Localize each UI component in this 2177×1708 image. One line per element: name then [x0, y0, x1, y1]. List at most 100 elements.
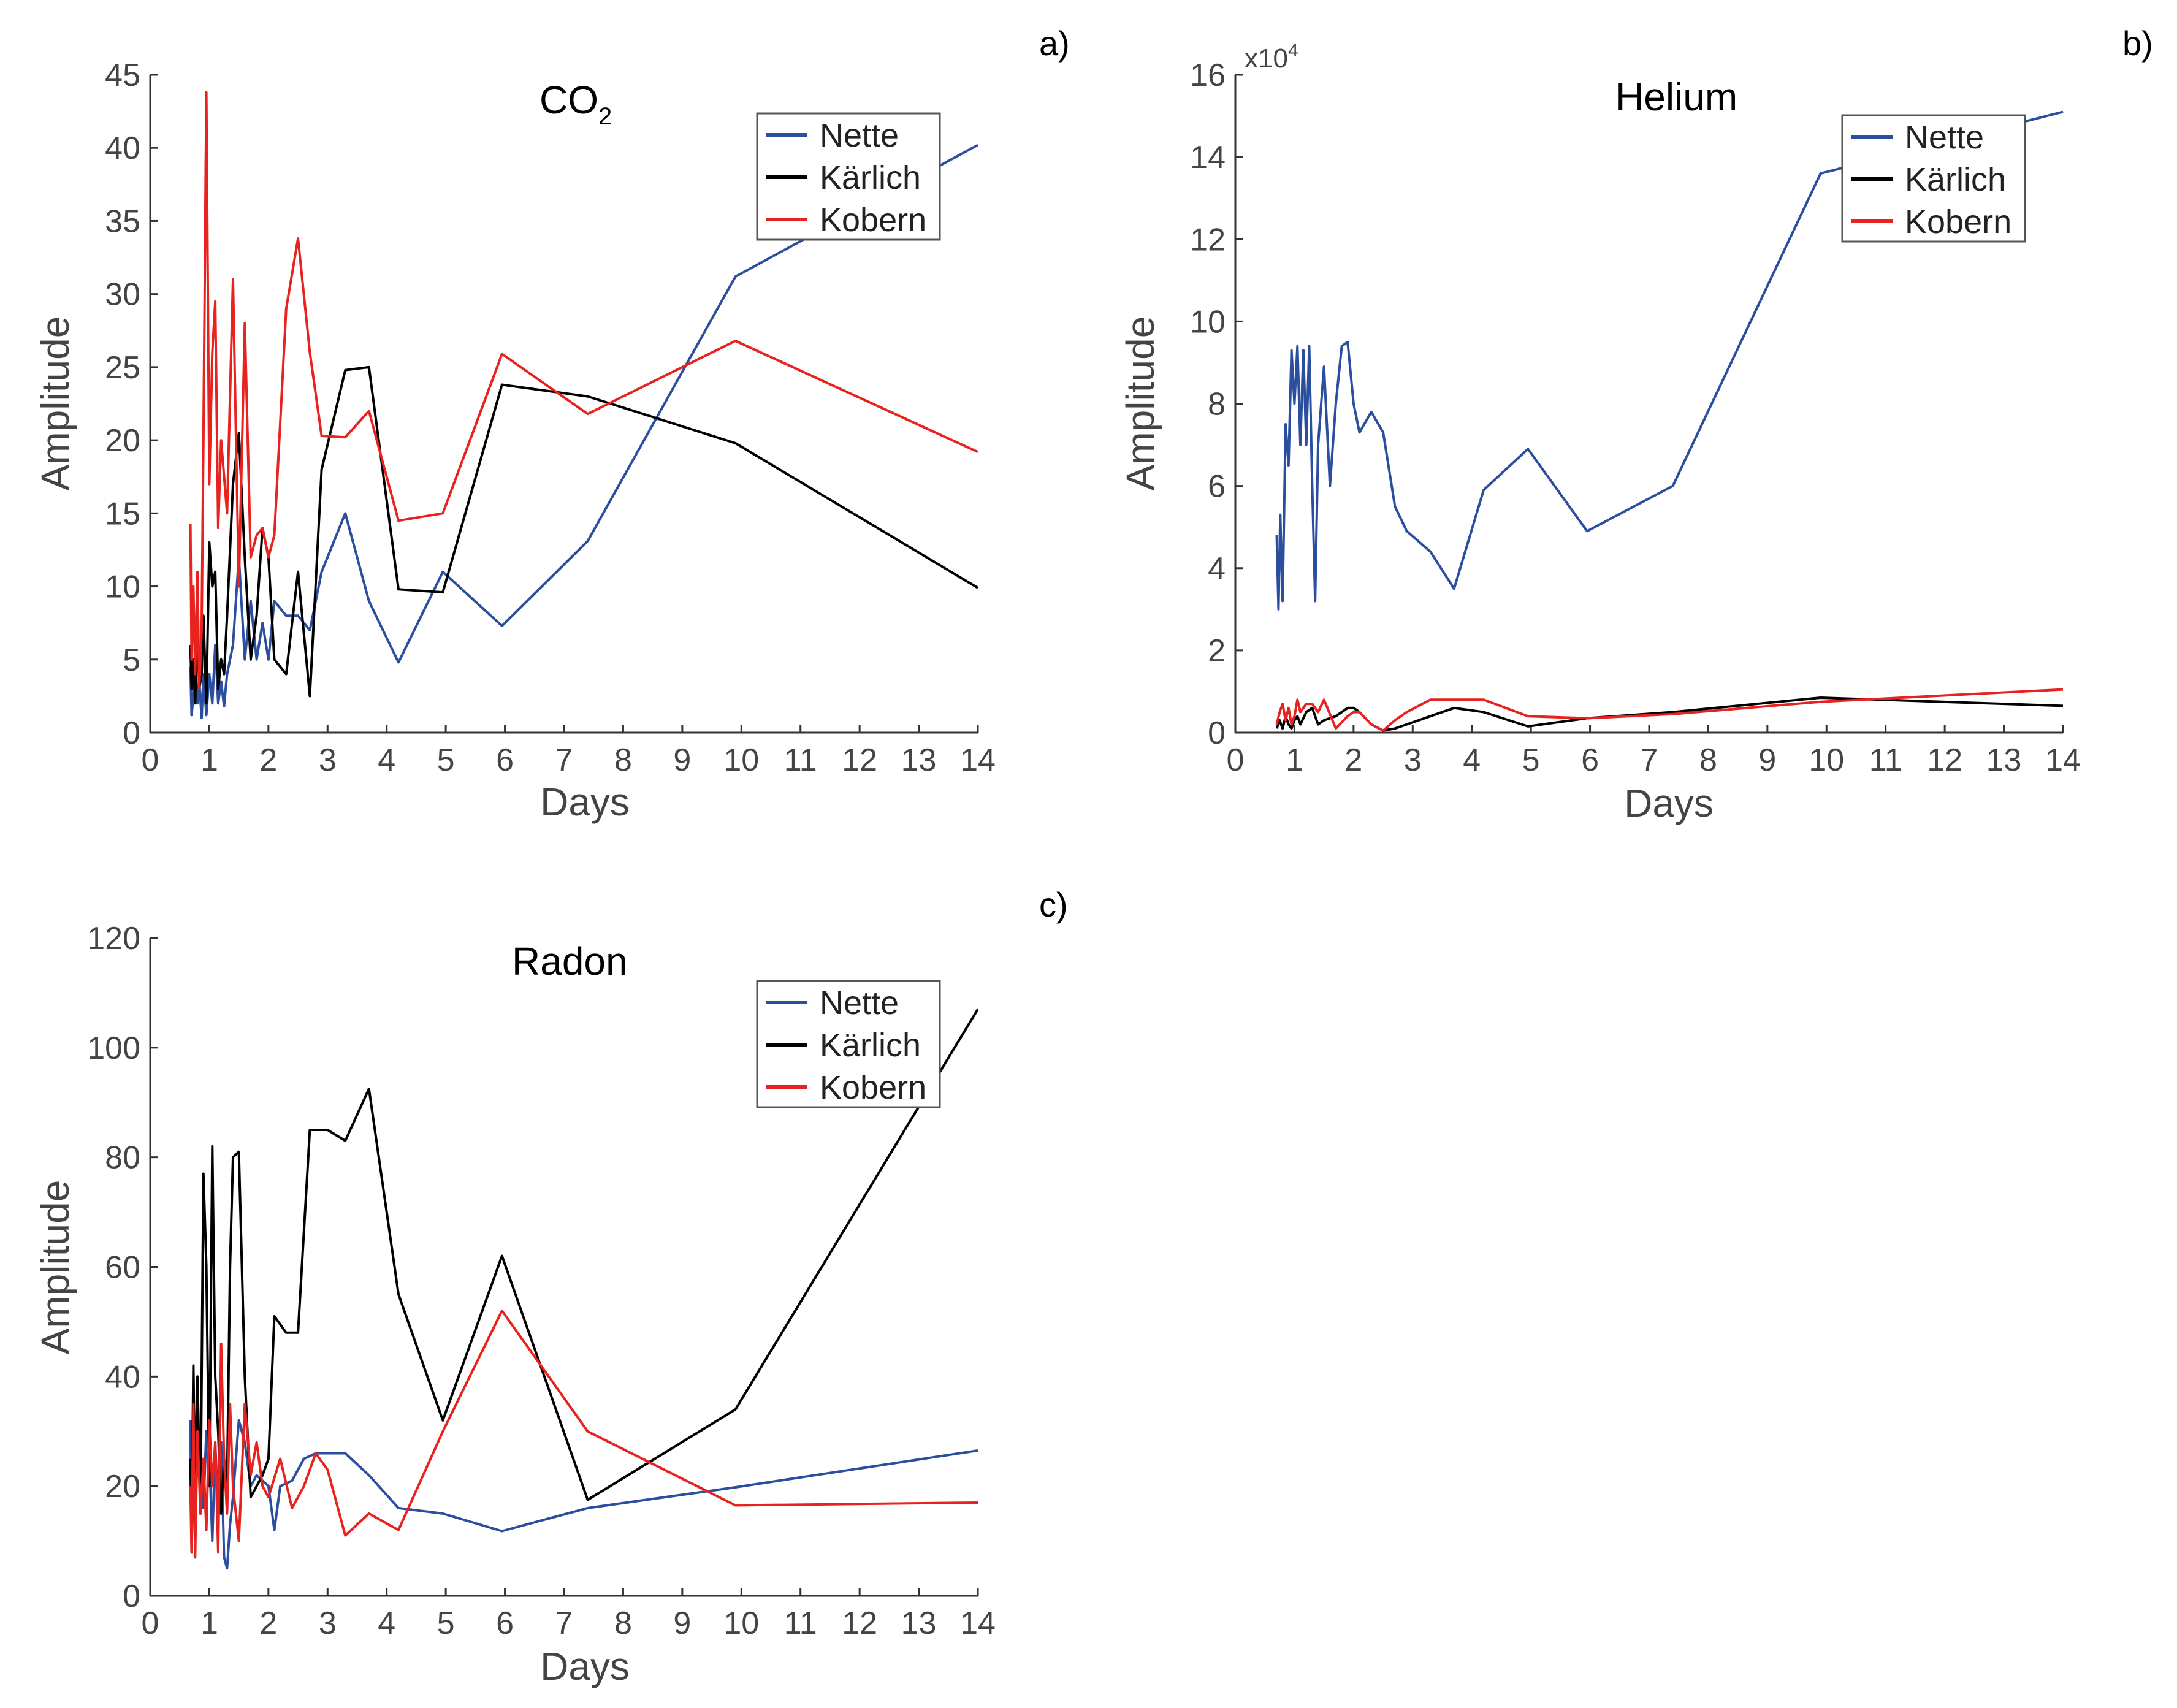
- y-tick-label: 8: [1208, 387, 1226, 422]
- x-tick-label: 6: [496, 742, 514, 778]
- x-tick-label: 13: [1986, 742, 2022, 778]
- y-tick-label: 80: [105, 1140, 140, 1176]
- y-tick-label: 6: [1208, 469, 1226, 505]
- series-line-kobern: [189, 91, 978, 690]
- chart-title: Helium: [1615, 75, 1737, 119]
- chart-title-main: CO: [539, 78, 598, 122]
- series-line-karlich: [1275, 696, 2064, 732]
- y-tick-label: 20: [105, 423, 140, 459]
- y-tick-label: 120: [87, 921, 140, 956]
- panel-label: a): [1039, 24, 1070, 63]
- legend-label-karlich: Kärlich: [820, 1027, 921, 1064]
- x-tick-label: 0: [142, 1606, 159, 1641]
- y-tick-label: 0: [123, 715, 140, 751]
- y-tick-label: 0: [123, 1579, 140, 1614]
- x-tick-label: 1: [1286, 742, 1303, 778]
- y-tick-label: 10: [1190, 304, 1226, 340]
- y-tick-label: 16: [1190, 58, 1226, 93]
- x-tick-label: 0: [1227, 742, 1245, 778]
- series-line-kobern: [189, 1310, 978, 1559]
- x-tick-label: 14: [2045, 742, 2081, 778]
- panel-label: b): [2122, 24, 2153, 63]
- y-tick-label: 60: [105, 1250, 140, 1286]
- y-tick-label: 10: [105, 570, 140, 605]
- x-tick-label: 0: [142, 742, 159, 778]
- series-line-nette: [189, 1419, 978, 1570]
- y-axis-exponent: x104: [1245, 40, 1298, 74]
- x-tick-label: 8: [614, 742, 632, 778]
- x-tick-label: 12: [1927, 742, 1962, 778]
- x-tick-label: 11: [784, 1606, 817, 1641]
- x-tick-label: 1: [200, 1606, 218, 1641]
- series-line-nette: [189, 143, 978, 720]
- x-tick-label: 10: [1809, 742, 1844, 778]
- y-tick-label: 40: [105, 1359, 140, 1395]
- legend-label-nette: Nette: [820, 117, 899, 154]
- legend-label-kobern: Kobern: [820, 1069, 926, 1106]
- x-axis-label: Days: [540, 780, 630, 824]
- y-tick-label: 30: [105, 277, 140, 313]
- x-tick-label: 4: [378, 1606, 395, 1641]
- x-tick-label: 4: [378, 742, 395, 778]
- y-tick-label: 20: [105, 1469, 140, 1504]
- x-tick-label: 9: [673, 1606, 691, 1641]
- x-tick-label: 6: [1581, 742, 1599, 778]
- x-tick-label: 7: [555, 1606, 573, 1641]
- y-tick-label: 2: [1208, 633, 1226, 669]
- y-axis-label: Amplitude: [33, 1180, 77, 1355]
- y-tick-label: 12: [1190, 222, 1226, 257]
- legend: Nette Kärlich Kobern: [1841, 114, 2026, 243]
- x-tick-label: 5: [437, 1606, 455, 1641]
- x-tick-label: 2: [1344, 742, 1362, 778]
- y-tick-label: 35: [105, 204, 140, 239]
- y-tick-label: 25: [105, 350, 140, 386]
- x-tick-label: 14: [960, 742, 996, 778]
- x-axis-label: Days: [1624, 781, 1714, 825]
- legend-label-nette: Nette: [1905, 119, 1984, 156]
- legend: Nette Kärlich Kobern: [756, 980, 941, 1108]
- legend-label-kobern: Kobern: [820, 202, 926, 238]
- series-line-nette: [1275, 110, 2064, 611]
- x-tick-label: 11: [784, 742, 817, 778]
- chart-panel-radon: c) Radon Amplitude Days 0 1 2 3 4 5 6 7 8 9 10 11 12…: [33, 885, 1068, 1688]
- y-axis-label: Amplitude: [1118, 316, 1162, 491]
- x-tick-label: 12: [842, 1606, 877, 1641]
- x-tick-label: 2: [259, 742, 277, 778]
- y-tick-label: 5: [123, 642, 140, 678]
- legend-label-nette: Nette: [820, 985, 899, 1021]
- x-tick-label: 2: [259, 1606, 277, 1641]
- x-tick-label: 4: [1463, 742, 1481, 778]
- x-tick-label: 7: [1641, 742, 1658, 778]
- legend: Nette Kärlich Kobern: [756, 112, 941, 241]
- series-lines: [1275, 110, 2064, 732]
- x-tick-label: 11: [1869, 742, 1902, 778]
- x-tick-label: 13: [901, 1606, 937, 1641]
- legend-label-kobern: Kobern: [1905, 204, 2011, 240]
- y-tick-label: 100: [87, 1031, 140, 1066]
- x-tick-label: 5: [437, 742, 455, 778]
- y-tick-label: 15: [105, 496, 140, 532]
- y-tick-label: 4: [1208, 551, 1226, 587]
- x-tick-label: 10: [723, 1606, 759, 1641]
- chart-title: Radon: [512, 939, 628, 983]
- y-tick-label: 45: [105, 58, 140, 93]
- chart-title: CO2: [539, 78, 612, 130]
- legend-label-karlich: Kärlich: [820, 159, 921, 196]
- x-tick-label: 8: [614, 1606, 632, 1641]
- x-tick-label: 3: [319, 1606, 337, 1641]
- series-lines: [189, 1008, 979, 1570]
- y-exponent-base: x10: [1245, 44, 1288, 74]
- y-exponent-power: 4: [1288, 40, 1298, 61]
- x-tick-label: 3: [319, 742, 337, 778]
- x-tick-label: 9: [1758, 742, 1776, 778]
- x-tick-label: 3: [1404, 742, 1422, 778]
- series-line-karlich: [189, 365, 979, 705]
- chart-title-sub: 2: [598, 103, 612, 130]
- legend-label-karlich: Kärlich: [1905, 161, 2006, 198]
- series-line-karlich: [189, 1008, 979, 1542]
